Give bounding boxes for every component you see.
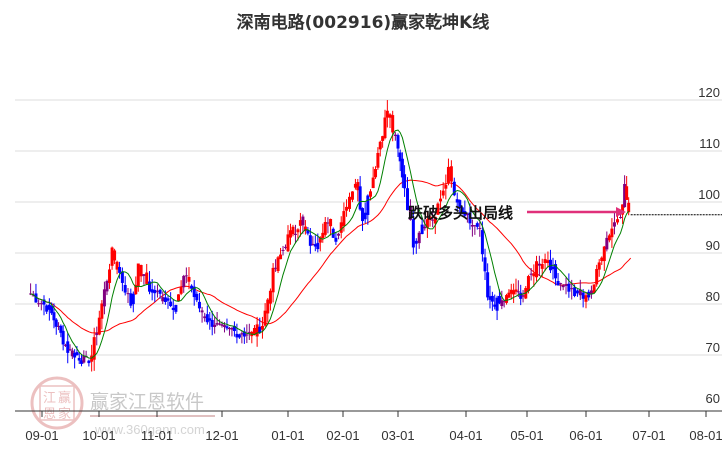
watermark-seal bbox=[30, 376, 84, 430]
y-tick-label: 120 bbox=[698, 85, 720, 100]
x-tick-label: 10-01 bbox=[82, 428, 115, 443]
y-tick-label: 100 bbox=[698, 187, 720, 202]
x-tick-label: 02-01 bbox=[326, 428, 359, 443]
y-tick-label: 110 bbox=[699, 136, 720, 151]
x-tick-label: 06-01 bbox=[569, 428, 602, 443]
watermark: 江 赢 恩 家 赢家江恩软件 www.360gann.com bbox=[30, 376, 215, 437]
x-tick-label: 08-01 bbox=[689, 428, 722, 443]
x-tick-label: 01-01 bbox=[271, 428, 304, 443]
annotation: 跌破多头出局线 bbox=[408, 204, 626, 222]
x-tick-label: 03-01 bbox=[381, 428, 414, 443]
ma-long-line bbox=[30, 179, 632, 334]
arrow-head-icon bbox=[616, 207, 626, 217]
y-tick-label: 90 bbox=[706, 238, 720, 253]
x-tick-label: 11-01 bbox=[141, 428, 173, 443]
annotation-label: 跌破多头出局线 bbox=[408, 204, 513, 222]
svg-text:恩: 恩 bbox=[43, 407, 56, 422]
x-tick-label: 04-01 bbox=[449, 428, 482, 443]
x-tick-label: 05-01 bbox=[510, 428, 543, 443]
y-tick-label: 70 bbox=[706, 340, 720, 355]
watermark-url: www.360gann.com bbox=[94, 422, 205, 437]
svg-text:家: 家 bbox=[58, 406, 71, 422]
svg-text:江: 江 bbox=[43, 391, 56, 406]
y-tick-label: 60 bbox=[706, 391, 720, 406]
ma-short-line bbox=[30, 129, 630, 359]
chart-title: 深南电路(002916)赢家乾坤K线 bbox=[236, 13, 490, 33]
x-tick-label: 07-01 bbox=[632, 428, 665, 443]
x-tick-label: 12-01 bbox=[205, 428, 238, 443]
grid-lines: 60 70 80 90 100 110 120 bbox=[15, 85, 722, 406]
axes: 09-01 10-01 11-01 12-01 01-01 02-01 03-01 04-01… bbox=[15, 410, 723, 443]
svg-text:赢: 赢 bbox=[58, 390, 71, 406]
watermark-text: 赢家江恩软件 bbox=[90, 391, 204, 413]
y-tick-label: 80 bbox=[706, 289, 720, 304]
x-tick-label: 09-01 bbox=[25, 428, 58, 443]
